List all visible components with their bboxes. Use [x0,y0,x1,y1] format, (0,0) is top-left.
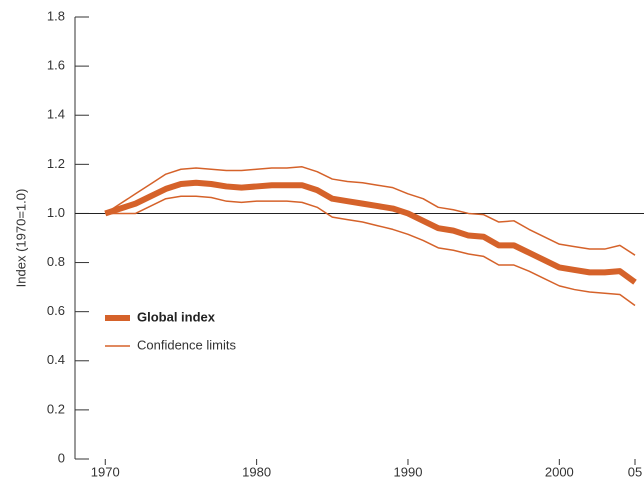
x-tick-label: 1970 [91,464,120,479]
y-axis-label: Index (1970=1.0) [13,189,28,288]
global-index-line [104,179,637,285]
y-tick-label: 1.6 [47,58,65,73]
x-tick-label: 05 [628,464,642,479]
y-tick-label: 0.6 [47,303,65,318]
confidence-lower [105,195,636,307]
confidence-upper [104,166,636,256]
y-tick-label: 0.2 [47,401,65,416]
y-tick-label: 1.4 [47,107,65,122]
y-tick-label: 1.2 [47,156,65,171]
legend-label: Global index [137,309,216,324]
x-tick-label: 2000 [545,464,574,479]
legend-label: Confidence limits [137,337,236,352]
y-tick-label: 1.0 [47,205,65,220]
y-tick-label: 1.8 [47,8,65,23]
x-tick-label: 1980 [242,464,271,479]
y-tick-label: 0.4 [47,352,65,367]
x-tick-label: 1990 [394,464,423,479]
y-tick-label: 0.8 [47,254,65,269]
y-tick-label: 0 [58,450,65,465]
